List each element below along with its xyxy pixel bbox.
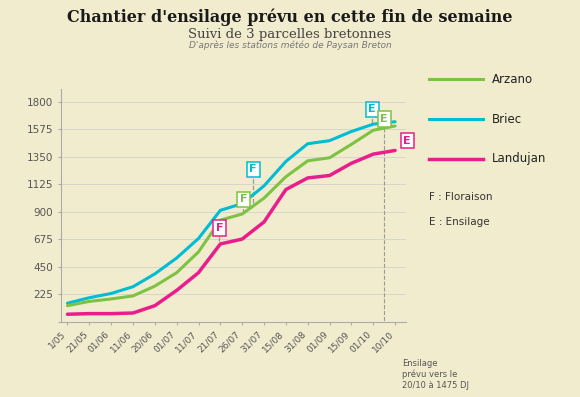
- Text: Suivi de 3 parcelles bretonnes: Suivi de 3 parcelles bretonnes: [188, 28, 392, 41]
- Text: Landujan: Landujan: [491, 152, 546, 165]
- Text: F : Floraison: F : Floraison: [429, 191, 493, 202]
- Text: E : Ensilage: E : Ensilage: [429, 217, 490, 227]
- Text: Briec: Briec: [491, 113, 521, 125]
- Text: E: E: [380, 114, 388, 124]
- Text: Chantier d'ensilage prévu en cette fin de semaine: Chantier d'ensilage prévu en cette fin d…: [67, 9, 513, 26]
- Text: F: F: [240, 195, 247, 204]
- Text: Arzano: Arzano: [491, 73, 532, 86]
- Text: E: E: [368, 104, 376, 114]
- Text: D'après les stations météo de Paysan Breton: D'après les stations météo de Paysan Bre…: [188, 40, 392, 50]
- Text: F: F: [249, 164, 257, 174]
- Text: E: E: [403, 136, 411, 146]
- Text: Ensilage
prévu vers le
20/10 à 1475 DJ: Ensilage prévu vers le 20/10 à 1475 DJ: [401, 359, 469, 390]
- Text: F: F: [216, 223, 223, 233]
